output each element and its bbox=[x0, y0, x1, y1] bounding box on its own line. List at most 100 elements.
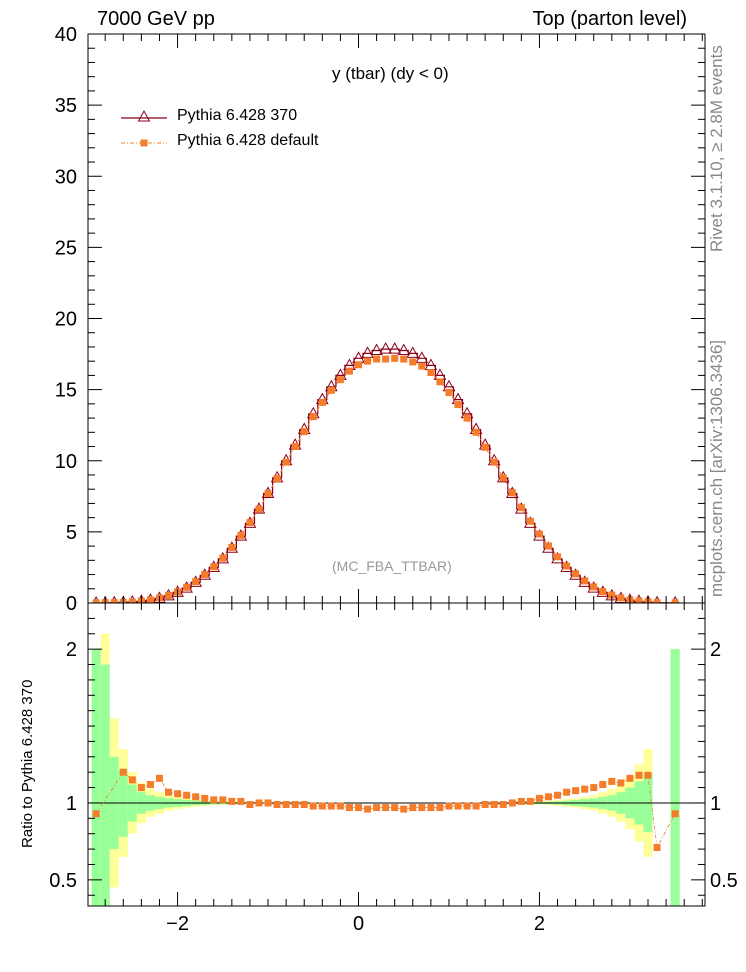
ratio-point-pythia-default bbox=[318, 802, 326, 810]
data-point-pythia-default bbox=[228, 544, 236, 552]
ratio-point-pythia-default bbox=[644, 771, 652, 779]
data-point-pythia-default bbox=[445, 388, 453, 396]
ratio-point-pythia-default bbox=[309, 802, 317, 810]
ratio-point-pythia-default bbox=[382, 804, 390, 812]
ratio-y-tick-label-left: 0.5 bbox=[49, 870, 77, 892]
ratio-point-pythia-default bbox=[608, 777, 616, 785]
ratio-point-pythia-default bbox=[590, 784, 598, 792]
data-point-pythia-default bbox=[345, 367, 353, 375]
data-point-pythia-default bbox=[535, 530, 543, 538]
ratio-point-pythia-default bbox=[183, 791, 191, 799]
ratio-point-pythia-default bbox=[563, 788, 571, 796]
main-y-tick-label: 40 bbox=[55, 24, 77, 46]
ratio-point-pythia-default bbox=[544, 793, 552, 801]
legend-marker-pythia-370 bbox=[137, 109, 151, 122]
ratio-band-inner bbox=[670, 649, 680, 906]
data-point-pythia-default bbox=[454, 401, 462, 409]
data-point-pythia-default bbox=[264, 489, 272, 497]
ratio-point-pythia-default bbox=[535, 794, 543, 802]
ratio-point-pythia-default bbox=[626, 774, 634, 782]
ratio-point-pythia-default bbox=[526, 797, 534, 805]
ratio-y-axis-title: Ratio to Pythia 6.428 370 bbox=[19, 679, 36, 848]
ratio-point-pythia-default bbox=[327, 802, 335, 810]
data-point-pythia-default bbox=[219, 554, 227, 562]
ratio-point-pythia-default bbox=[517, 797, 525, 805]
ratio-point-pythia-default bbox=[635, 771, 643, 779]
ratio-point-pythia-default bbox=[499, 800, 507, 808]
data-point-pythia-370 bbox=[379, 342, 392, 354]
ratio-point-pythia-default bbox=[454, 802, 462, 810]
data-point-pythia-default bbox=[608, 591, 616, 599]
data-point-pythia-default bbox=[590, 583, 598, 591]
legend-label-mc: Pythia 6.428 default bbox=[177, 132, 319, 149]
data-point-pythia-default bbox=[210, 563, 218, 571]
ratio-x-tick-label: 2 bbox=[534, 913, 545, 935]
ratio-point-pythia-default bbox=[255, 799, 263, 807]
data-point-pythia-default bbox=[599, 588, 607, 596]
data-point-pythia-default bbox=[128, 598, 136, 603]
data-point-pythia-default bbox=[490, 458, 498, 466]
ratio-y-tick-label-right: 1 bbox=[710, 793, 721, 815]
data-point-pythia-default bbox=[165, 591, 173, 599]
ratio-point-pythia-default bbox=[409, 804, 417, 812]
data-point-pythia-default bbox=[300, 428, 308, 436]
ratio-y-tick-label-left: 1 bbox=[66, 793, 77, 815]
main-y-tick-label: 5 bbox=[66, 522, 77, 544]
ratio-point-pythia-default bbox=[508, 799, 516, 807]
data-point-pythia-default bbox=[499, 474, 507, 482]
data-point-pythia-default bbox=[400, 355, 408, 363]
data-point-pythia-default bbox=[336, 376, 344, 384]
ratio-point-pythia-default bbox=[427, 804, 435, 812]
ratio-point-pythia-default bbox=[92, 810, 100, 818]
ratio-point-pythia-default bbox=[228, 797, 236, 805]
ratio-point-pythia-default bbox=[554, 791, 562, 799]
ratio-point-pythia-default bbox=[119, 768, 127, 776]
data-point-pythia-default bbox=[237, 531, 245, 539]
ratio-point-pythia-default bbox=[572, 787, 580, 795]
data-point-pythia-default bbox=[481, 443, 489, 451]
ratio-point-pythia-default bbox=[355, 804, 363, 812]
legend bbox=[121, 109, 167, 147]
data-point-pythia-default bbox=[327, 386, 335, 394]
ratio-line-pythia-default bbox=[95, 771, 676, 849]
data-point-pythia-default bbox=[581, 577, 589, 585]
ratio-point-pythia-default bbox=[237, 797, 245, 805]
data-point-pythia-default bbox=[671, 599, 679, 603]
data-point-pythia-370 bbox=[397, 343, 411, 356]
ratio-point-pythia-default bbox=[418, 804, 426, 812]
ratio-point-pythia-default bbox=[246, 800, 254, 808]
ratio-point-pythia-default bbox=[192, 793, 200, 801]
data-point-pythia-default bbox=[201, 571, 209, 579]
ratio-point-pythia-default bbox=[300, 800, 308, 808]
plot-title: y (tbar) (dy < 0) bbox=[332, 64, 449, 83]
data-point-pythia-default bbox=[418, 362, 426, 370]
ratio-frame bbox=[87, 602, 706, 907]
ratio-point-pythia-default bbox=[617, 779, 625, 787]
ratio-point-pythia-default bbox=[137, 784, 145, 792]
data-point-pythia-default bbox=[255, 505, 263, 513]
ratio-band-inner bbox=[91, 649, 101, 906]
data-point-pythia-default bbox=[508, 489, 516, 497]
legend-label-ref: Pythia 6.428 370 bbox=[177, 107, 298, 124]
ratio-point-pythia-default bbox=[436, 804, 444, 812]
main-y-tick-label: 30 bbox=[55, 166, 77, 188]
ratio-point-pythia-default bbox=[599, 780, 607, 788]
data-point-pythia-default bbox=[544, 542, 552, 550]
side-label-mcplots: mcplots.cern.ch [arXiv:1306.3436] bbox=[707, 339, 726, 597]
data-point-pythia-default bbox=[355, 361, 363, 369]
ratio-point-pythia-default bbox=[581, 785, 589, 793]
data-point-pythia-370 bbox=[361, 346, 374, 358]
main-y-tick-label: 0 bbox=[66, 593, 77, 615]
side-label-rivet: Rivet 3.1.10, ≥ 2.8M events bbox=[707, 45, 726, 252]
ratio-point-pythia-default bbox=[201, 794, 209, 802]
ratio-point-pythia-default bbox=[463, 802, 471, 810]
data-point-pythia-default bbox=[617, 594, 625, 602]
data-point-pythia-default bbox=[572, 570, 580, 578]
ratio-point-pythia-default bbox=[282, 800, 290, 808]
ratio-point-pythia-default bbox=[481, 800, 489, 808]
main-y-tick-label: 35 bbox=[55, 95, 77, 117]
data-point-pythia-default bbox=[183, 583, 191, 591]
data-point-pythia-default bbox=[391, 354, 399, 362]
ratio-point-pythia-default bbox=[373, 804, 381, 812]
